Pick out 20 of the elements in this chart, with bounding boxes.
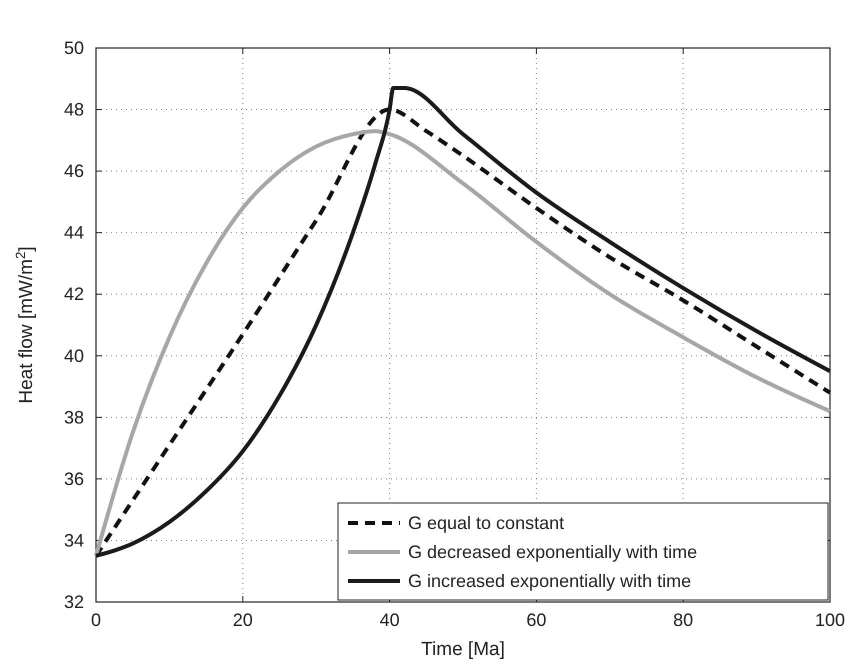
y-tick-label: 42 [64, 284, 84, 304]
y-tick-label: 40 [64, 346, 84, 366]
y-tick-label: 36 [64, 468, 84, 489]
legend-label: G equal to constant [408, 513, 564, 533]
x-tick-label: 20 [232, 610, 253, 630]
x-tick-label: 80 [673, 610, 694, 630]
x-axis-title: Time [Ma] [421, 639, 505, 660]
y-tick-label: 46 [64, 161, 84, 182]
y-tick-label: 50 [64, 38, 84, 58]
x-tick-label: 40 [380, 610, 400, 630]
x-tick-label: 60 [526, 610, 546, 630]
y-tick-label: 38 [64, 407, 84, 428]
legend-label: G increased exponentially with time [408, 571, 692, 591]
y-tick-label: 48 [64, 100, 84, 120]
y-tick-label: 34 [64, 530, 84, 550]
x-tick-label: 100 [814, 610, 845, 630]
legend-label: G decreased exponentially with time [408, 542, 698, 562]
y-tick-label: 32 [64, 592, 84, 612]
x-tick-label: 0 [90, 610, 102, 630]
y-tick-label: 44 [64, 222, 84, 243]
